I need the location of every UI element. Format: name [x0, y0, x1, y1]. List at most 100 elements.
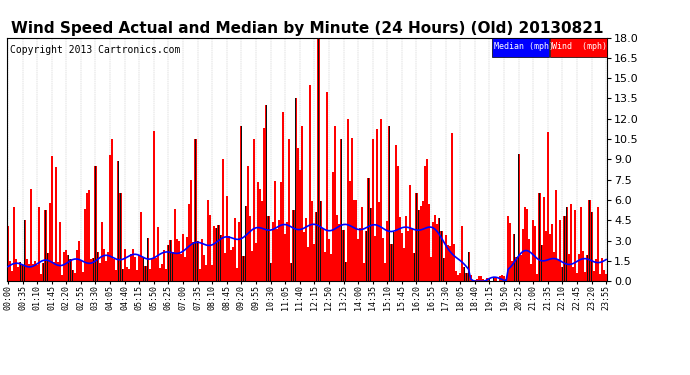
Bar — [332, 171, 334, 281]
Bar — [70, 259, 72, 281]
Bar — [48, 203, 50, 281]
Bar — [150, 258, 152, 281]
Bar — [513, 234, 515, 281]
Bar — [240, 126, 242, 281]
Bar — [52, 262, 55, 281]
Bar — [384, 262, 386, 281]
Bar — [207, 200, 209, 281]
Bar — [270, 262, 272, 281]
Bar — [119, 193, 121, 281]
Bar — [142, 257, 144, 281]
Bar — [103, 249, 105, 281]
Bar — [315, 211, 317, 281]
Bar — [144, 266, 146, 281]
Bar — [188, 204, 190, 281]
Bar — [242, 256, 244, 281]
Bar — [124, 249, 126, 281]
Bar — [311, 201, 313, 281]
Bar — [219, 235, 221, 281]
Bar — [128, 269, 130, 281]
Bar — [462, 226, 464, 281]
Bar — [417, 210, 420, 281]
Bar — [40, 274, 42, 281]
Text: Wind  (mph): Wind (mph) — [552, 42, 607, 51]
Bar — [30, 189, 32, 281]
Bar — [138, 255, 140, 281]
Bar — [226, 196, 228, 281]
Bar — [26, 259, 28, 281]
Bar — [215, 228, 217, 281]
Bar — [307, 247, 309, 281]
Bar — [538, 193, 540, 281]
Bar — [126, 267, 128, 281]
Bar — [555, 190, 558, 281]
Bar — [580, 207, 582, 281]
Bar — [213, 226, 215, 281]
Bar — [276, 229, 278, 281]
Bar — [544, 231, 546, 281]
Bar — [566, 207, 568, 281]
Bar — [486, 278, 489, 281]
Bar — [468, 252, 470, 281]
Bar — [499, 276, 501, 281]
Bar — [293, 210, 295, 281]
Bar — [368, 178, 370, 281]
Bar — [326, 92, 328, 281]
Bar — [399, 217, 401, 281]
Bar — [76, 249, 78, 281]
Bar — [584, 272, 586, 281]
Bar — [195, 139, 197, 281]
Bar — [507, 216, 509, 281]
Bar — [290, 263, 293, 281]
Bar — [101, 222, 103, 281]
Bar — [448, 246, 451, 281]
Bar — [503, 276, 505, 281]
Bar — [495, 278, 497, 281]
Bar — [511, 261, 513, 281]
Bar — [403, 248, 405, 281]
Text: Median (mph): Median (mph) — [494, 42, 554, 51]
Bar — [366, 231, 368, 281]
Bar — [111, 139, 113, 281]
Bar — [203, 255, 205, 281]
Bar — [132, 249, 134, 281]
Bar — [72, 270, 74, 281]
Bar — [34, 261, 36, 281]
Bar — [68, 255, 70, 281]
Bar — [57, 262, 59, 281]
Bar — [453, 244, 455, 281]
Bar — [74, 273, 76, 281]
Bar — [595, 259, 597, 281]
Bar — [115, 270, 117, 281]
Bar — [288, 139, 290, 281]
Bar — [455, 271, 457, 281]
Bar — [444, 235, 446, 281]
Bar — [66, 250, 68, 281]
Bar — [130, 254, 132, 281]
Bar — [274, 181, 276, 281]
Bar — [148, 269, 150, 281]
Bar — [370, 208, 372, 281]
Bar — [376, 129, 378, 281]
Bar — [440, 231, 442, 281]
Bar — [268, 216, 270, 281]
Bar — [572, 267, 574, 281]
Bar — [105, 261, 107, 281]
Bar — [180, 255, 182, 281]
Bar — [420, 206, 422, 281]
Bar — [328, 239, 330, 281]
Bar — [391, 244, 393, 281]
Bar — [15, 259, 17, 281]
Bar — [170, 240, 172, 281]
Bar — [248, 216, 250, 281]
Bar — [155, 258, 157, 281]
Bar — [90, 258, 92, 281]
Bar — [78, 242, 80, 281]
Bar — [55, 167, 57, 281]
Bar — [344, 262, 346, 281]
Bar — [32, 264, 34, 281]
Bar — [424, 166, 426, 281]
Bar — [576, 273, 578, 281]
Bar — [11, 271, 13, 281]
Bar — [515, 257, 518, 281]
